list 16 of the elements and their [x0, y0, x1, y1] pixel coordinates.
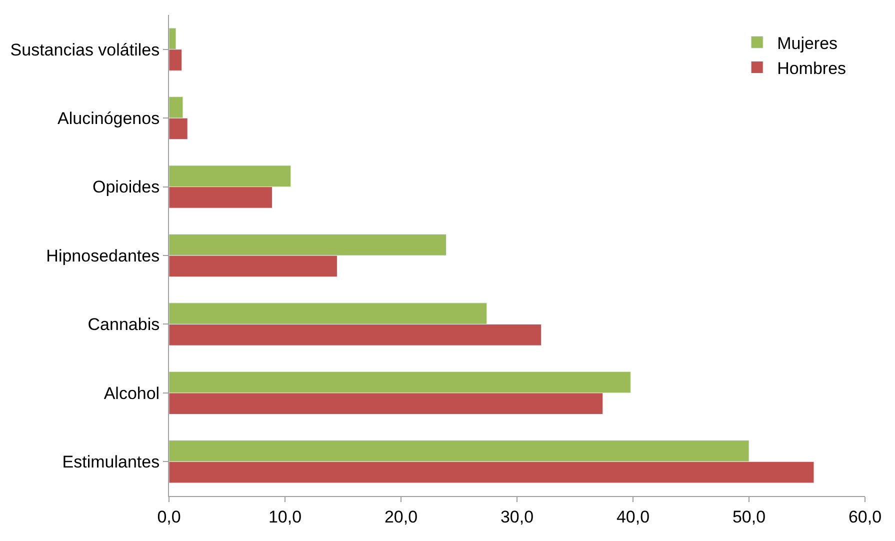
x-tick-label: 30,0	[500, 507, 534, 526]
y-tick-label: Alucinógenos	[58, 109, 160, 128]
y-tick-label: Estimulantes	[62, 452, 160, 472]
legend-label: Hombres	[777, 58, 846, 78]
y-tick-label: Cannabis	[88, 315, 160, 334]
x-tick-label: 20,0	[384, 507, 418, 526]
x-tick-label: 10,0	[268, 507, 302, 526]
y-tick-label: Alcohol	[104, 384, 160, 403]
x-tick-label: 50,0	[732, 507, 766, 526]
legend-label: Mujeres	[777, 34, 838, 53]
y-tick-label: Opioides	[92, 178, 160, 197]
y-tick-label: Hipnosedantes	[46, 246, 160, 266]
x-tick-label: 60,0	[848, 507, 882, 526]
x-tick-label: 40,0	[616, 507, 650, 526]
y-tick-label: Sustancias volátiles	[10, 40, 160, 60]
x-tick-label: 0,0	[157, 507, 181, 526]
